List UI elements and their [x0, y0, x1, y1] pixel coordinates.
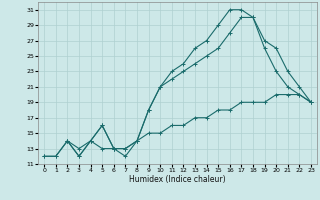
X-axis label: Humidex (Indice chaleur): Humidex (Indice chaleur) [129, 175, 226, 184]
